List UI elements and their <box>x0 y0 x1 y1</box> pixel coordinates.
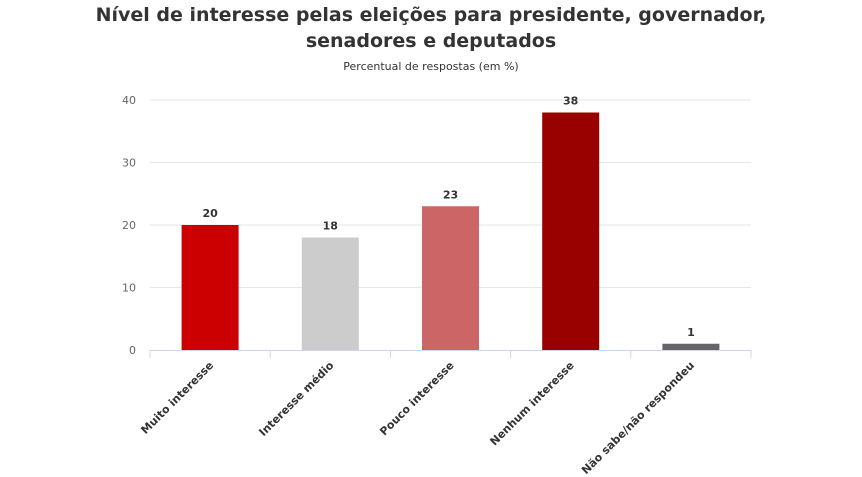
bar-5[interactable] <box>662 343 720 350</box>
x-axis-labels: Muito interesse Interesse médio Pouco inte… <box>138 359 697 477</box>
bar-3[interactable] <box>422 206 479 350</box>
y-tick-label: 20 <box>122 219 136 232</box>
data-label: 20 <box>202 207 218 220</box>
x-tick-label: Muito interesse <box>138 359 216 437</box>
data-labels: 20 18 23 38 1 <box>202 95 694 339</box>
data-label: 1 <box>687 326 695 339</box>
y-tick-label: 0 <box>129 344 136 357</box>
chart-title-line-1: Nível de interesse pelas eleições para p… <box>95 4 767 26</box>
bars <box>181 112 720 351</box>
x-tick-label: Não sabe/não respondeu <box>579 359 697 477</box>
chart-title: Nível de interesse pelas eleições para p… <box>0 2 862 54</box>
y-tick-label: 40 <box>122 94 136 107</box>
chart-title-line-2: senadores e deputados <box>305 30 557 52</box>
y-tick-label: 30 <box>122 157 136 170</box>
chart-subtitle: Percentual de respostas (em %) <box>343 60 519 73</box>
x-tick-label: Pouco interesse <box>377 359 456 438</box>
bar-4[interactable] <box>542 112 600 351</box>
data-label: 38 <box>563 95 578 108</box>
x-tick-label: Nenhum interesse <box>488 359 577 448</box>
data-label: 18 <box>323 220 338 233</box>
x-tick-label: Interesse médio <box>256 359 336 439</box>
bar-2[interactable] <box>301 237 359 351</box>
data-label: 23 <box>443 188 458 201</box>
y-tick-label: 10 <box>122 282 136 295</box>
bar-1[interactable] <box>181 225 239 350</box>
x-axis <box>149 350 752 358</box>
y-axis-ticks: 0 10 20 30 40 <box>122 94 136 357</box>
